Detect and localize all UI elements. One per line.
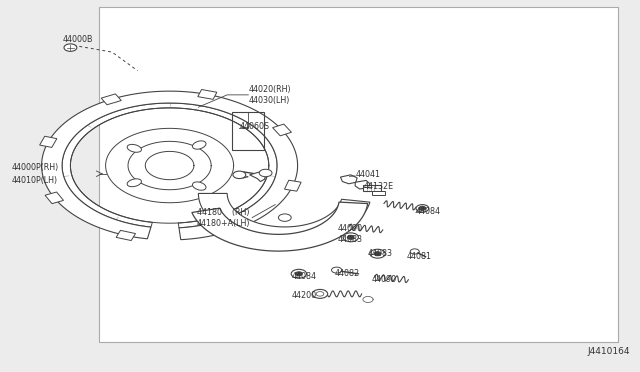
Text: 44030(LH): 44030(LH) [248,96,290,105]
Text: 44041: 44041 [355,170,380,179]
Text: 44180    (RH): 44180 (RH) [197,208,250,217]
Polygon shape [340,175,357,184]
Text: 44084: 44084 [416,207,441,216]
Ellipse shape [127,179,141,187]
Polygon shape [355,180,370,189]
Bar [232,112,264,150]
Circle shape [259,169,272,177]
Polygon shape [62,103,277,228]
Polygon shape [250,171,266,182]
Text: 44000B: 44000B [63,35,93,44]
Ellipse shape [127,144,141,152]
Text: J4410164: J4410164 [588,347,630,356]
Circle shape [416,205,429,212]
Circle shape [64,44,77,51]
Bar [372,191,385,195]
Circle shape [312,289,328,298]
Text: 44084: 44084 [291,272,316,280]
Text: 44082: 44082 [335,269,360,278]
Bar [363,185,381,191]
Text: 44132E: 44132E [364,182,394,190]
Text: 44200: 44200 [291,291,316,300]
Text: 44081: 44081 [407,252,432,261]
Circle shape [410,249,419,254]
Polygon shape [45,192,63,203]
Text: 44020(RH): 44020(RH) [248,85,291,94]
Circle shape [348,235,354,239]
Text: 44083: 44083 [368,249,393,258]
Text: 44083: 44083 [337,235,362,244]
Polygon shape [101,94,121,105]
Text: 44090: 44090 [337,224,362,233]
Circle shape [343,233,358,242]
Circle shape [419,206,426,210]
Circle shape [291,269,307,278]
Circle shape [374,252,381,256]
Circle shape [370,249,385,258]
Text: 44000P(RH): 44000P(RH) [12,163,59,172]
Bar [99,7,618,342]
Polygon shape [285,180,301,191]
Polygon shape [223,224,244,235]
Circle shape [332,267,342,273]
Circle shape [233,171,246,179]
Polygon shape [198,90,217,99]
Polygon shape [198,193,370,244]
Polygon shape [192,202,367,251]
Text: 44060S: 44060S [239,122,269,131]
Text: 44180+A(LH): 44180+A(LH) [197,219,251,228]
Circle shape [278,214,291,221]
Polygon shape [42,91,298,240]
Ellipse shape [193,182,206,190]
Text: 44090: 44090 [372,275,397,284]
Polygon shape [273,124,291,136]
Ellipse shape [193,141,206,149]
Polygon shape [116,230,136,241]
Polygon shape [40,136,57,147]
Text: 44010P(LH): 44010P(LH) [12,176,58,185]
Circle shape [296,272,302,276]
